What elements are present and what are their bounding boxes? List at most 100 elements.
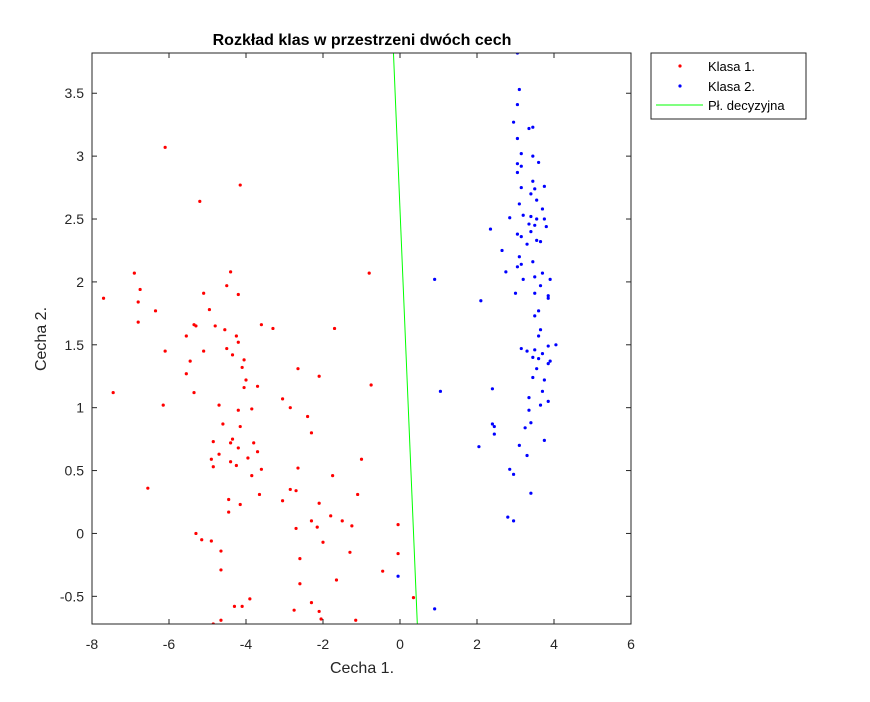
data-point-klasa-2 [546, 362, 550, 366]
data-point-klasa-1 [240, 365, 244, 370]
data-point-klasa-1 [288, 487, 292, 492]
data-point-klasa-1 [161, 403, 165, 407]
data-point-klasa-2 [535, 367, 539, 371]
data-point-klasa-2 [531, 154, 535, 158]
y-tick-label: 0 [76, 525, 84, 541]
data-point-klasa-2 [515, 162, 520, 166]
y-tick-label: -0.5 [60, 588, 84, 604]
data-point-klasa-1 [227, 497, 231, 502]
data-point-klasa-1 [271, 326, 275, 331]
data-point-klasa-1 [317, 501, 321, 505]
data-point-klasa-2 [519, 235, 523, 239]
data-point-klasa-1 [317, 609, 321, 614]
data-point-klasa-2 [519, 185, 523, 190]
x-axis-label: Cecha 1. [330, 660, 394, 677]
data-point-klasa-1 [259, 323, 263, 327]
data-point-klasa-1 [246, 456, 250, 460]
data-point-klasa-1 [188, 359, 192, 363]
plot-area [92, 53, 631, 624]
data-point-klasa-2 [490, 387, 494, 391]
data-point-klasa-1 [194, 531, 198, 536]
data-point-klasa-1 [294, 489, 298, 493]
data-point-klasa-1 [217, 452, 221, 456]
data-point-klasa-1 [348, 550, 352, 554]
data-point-klasa-2 [433, 277, 437, 281]
x-tick-label: 4 [550, 636, 558, 652]
data-point-klasa-2 [506, 515, 510, 519]
data-point-klasa-2 [515, 136, 520, 141]
data-point-klasa-1 [354, 618, 358, 622]
x-axis: -8 -6 -4 -2 0 2 4 6 [86, 53, 635, 652]
data-point-klasa-1 [255, 384, 260, 388]
data-point-klasa-2 [542, 378, 546, 382]
data-point-klasa-2 [542, 438, 546, 442]
data-point-klasa-1 [309, 601, 314, 605]
legend-marker-klasa-1 [678, 64, 682, 68]
data-point-klasa-1 [192, 390, 196, 395]
legend-entry-klasa-2: Klasa 2. [678, 79, 755, 94]
data-point-klasa-1 [219, 618, 223, 622]
data-point-klasa-2 [540, 351, 545, 356]
data-point-klasa-1 [315, 525, 319, 529]
data-point-klasa-1 [250, 473, 254, 478]
data-point-klasa-1 [229, 270, 233, 274]
data-point-klasa-2 [538, 240, 543, 244]
y-tick-label: 1.5 [65, 337, 85, 353]
data-point-klasa-1 [396, 551, 400, 556]
data-point-klasa-2 [488, 227, 493, 231]
data-point-klasa-1 [138, 287, 142, 292]
data-point-klasa-1 [111, 390, 115, 395]
data-point-klasa-2 [538, 284, 543, 288]
legend-label-boundary: Pł. decyzyjna [708, 98, 785, 113]
data-point-klasa-1 [321, 540, 325, 544]
data-point-klasa-2 [527, 396, 531, 400]
data-point-klasa-2 [513, 291, 518, 295]
data-point-klasa-2 [531, 125, 535, 129]
data-point-klasa-1 [369, 383, 373, 387]
data-point-klasa-1 [319, 617, 323, 621]
data-point-klasa-1 [194, 324, 198, 328]
data-point-klasa-1 [259, 467, 263, 471]
data-point-klasa-1 [381, 569, 385, 573]
data-point-klasa-2 [535, 238, 539, 242]
x-tick-label: -4 [240, 636, 253, 652]
data-point-klasa-2 [546, 294, 550, 298]
legend-box [650, 52, 807, 120]
data-point-klasa-1 [306, 414, 310, 419]
data-point-klasa-2 [537, 309, 541, 313]
data-point-klasa-1 [213, 324, 217, 328]
data-point-klasa-1 [367, 271, 371, 275]
data-point-klasa-1 [198, 199, 202, 204]
data-point-klasa-2 [527, 222, 531, 226]
data-point-klasa-1 [163, 145, 167, 149]
data-point-klasa-2 [521, 277, 525, 281]
data-point-klasa-1 [331, 473, 335, 478]
data-point-klasa-2 [511, 120, 516, 124]
data-point-klasa-1 [221, 422, 225, 426]
data-point-klasa-2 [492, 424, 496, 429]
data-point-klasa-2 [533, 275, 537, 279]
data-point-klasa-2 [519, 152, 523, 156]
legend: Klasa 1. Klasa 2. Pł. decyzyjna [650, 52, 807, 120]
data-point-klasa-1 [280, 499, 285, 503]
data-point-klasa-1 [250, 407, 254, 411]
data-point-klasa-1 [350, 524, 354, 528]
y-tick-label: 0.5 [65, 463, 85, 479]
data-point-klasa-1 [359, 457, 364, 461]
data-point-klasa-2 [517, 87, 521, 92]
data-point-klasa-1 [229, 460, 233, 464]
data-point-klasa-2 [537, 160, 541, 165]
data-point-klasa-1 [329, 514, 333, 518]
data-point-klasa-1 [236, 340, 240, 344]
data-point-klasa-1 [153, 309, 158, 313]
data-point-klasa-1 [202, 291, 206, 295]
data-point-klasa-1 [238, 424, 242, 429]
data-point-klasa-2 [525, 242, 529, 246]
data-point-klasa-1 [244, 378, 248, 382]
data-point-klasa-1 [236, 408, 240, 412]
data-point-klasa-1 [334, 578, 339, 582]
data-point-klasa-2 [548, 359, 552, 363]
y-axis: -0.5 0 0.5 1 1.5 2 2.5 3 3.5 [60, 85, 631, 604]
legend-marker-klasa-2 [678, 84, 682, 88]
